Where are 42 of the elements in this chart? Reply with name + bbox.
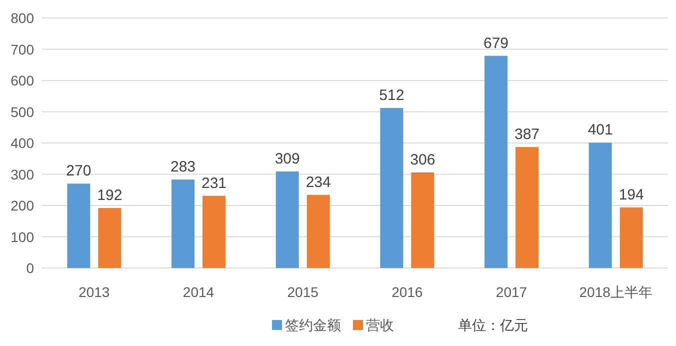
data-label: 192 xyxy=(97,187,122,204)
bar xyxy=(588,142,612,268)
y-tick-label: 400 xyxy=(10,135,34,151)
data-label: 309 xyxy=(274,150,300,168)
y-tick-label: 100 xyxy=(10,228,34,245)
x-tick-label: 2017 xyxy=(496,284,528,300)
data-label: 194 xyxy=(618,186,644,204)
x-tick-label: 2014 xyxy=(182,284,214,300)
data-label: 270 xyxy=(66,162,92,180)
data-label: 306 xyxy=(410,151,436,168)
x-tick-label: 2016 xyxy=(392,284,423,300)
bar xyxy=(98,208,122,268)
x-tick-label: 2015 xyxy=(287,284,319,300)
y-tick-label: 800 xyxy=(10,10,34,26)
data-label: 283 xyxy=(170,158,196,176)
x-tick-label: 2013 xyxy=(78,284,110,300)
text: 单位：亿元 xyxy=(458,317,528,333)
legend-label: 营收 xyxy=(366,317,394,333)
data-label: 234 xyxy=(306,174,331,191)
bar xyxy=(620,207,643,268)
y-tick-label: 300 xyxy=(10,166,34,182)
bar xyxy=(202,196,226,268)
bar xyxy=(276,171,299,268)
x-tick-label: 2018上半年 xyxy=(579,284,652,300)
data-label: 387 xyxy=(514,126,540,144)
y-tick-label: 600 xyxy=(10,72,34,88)
legend-label: 签约金额 xyxy=(285,317,341,333)
data-label: 401 xyxy=(588,122,613,139)
data-label: 512 xyxy=(379,87,404,104)
bar xyxy=(380,108,404,268)
y-tick-label: 700 xyxy=(10,41,34,58)
data-label: 231 xyxy=(201,174,227,192)
bar xyxy=(172,180,194,268)
y-tick-label: 200 xyxy=(10,198,34,214)
bar xyxy=(306,194,330,268)
bar xyxy=(67,184,90,268)
y-tick-label: 500 xyxy=(10,104,34,120)
bar xyxy=(484,56,508,268)
y-tick-label: 0 xyxy=(26,260,34,276)
data-label: 679 xyxy=(483,34,509,52)
bar xyxy=(516,147,538,268)
bar xyxy=(411,172,434,268)
